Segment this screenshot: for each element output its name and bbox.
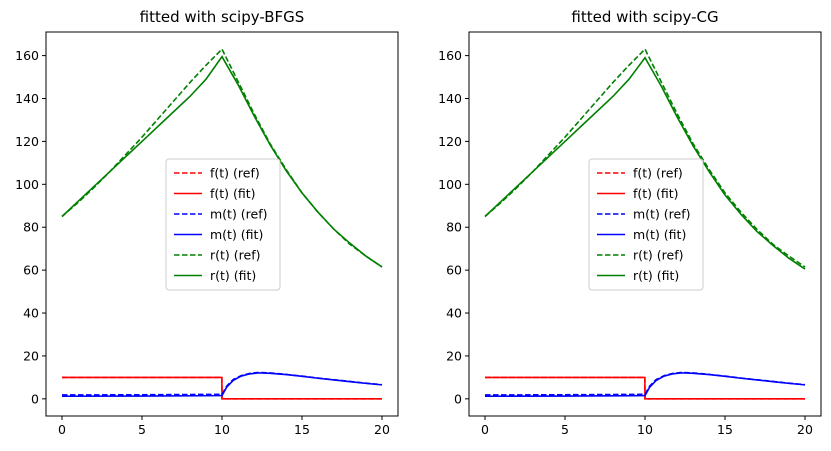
legend-label: f(t) (ref) [210,166,260,181]
x-tick-label: 5 [138,422,146,437]
chart-panel-cg: fitted with scipy-CG 0 5 10 15 20 0 20 40 60 80 10… [438,8,822,437]
ticks-layer: 0 5 10 15 20 0 20 40 60 80 100 120 140 160 [438,48,813,437]
legend-label: f(t) (fit) [633,186,679,201]
y-tick-label: 80 [23,220,39,235]
legend-frame [165,158,281,291]
legend-label: m(t) (ref) [210,207,268,222]
series-line-f-t-fit [485,376,805,400]
y-tick-label: 40 [446,306,462,321]
legend-label: f(t) (fit) [210,186,256,201]
legend-label: r(t) (ref) [210,248,260,263]
y-tick-label: 0 [31,391,39,406]
y-tick-label: 80 [446,220,462,235]
chart-title: fitted with scipy-BFGS [140,8,305,26]
series-line-m-t-fit [61,372,383,398]
x-tick-label: 0 [481,422,489,437]
x-tick-label: 10 [637,422,653,437]
y-tick-label: 60 [23,263,39,278]
series-line-f-t-fit [62,376,382,400]
legend-label: m(t) (fit) [633,227,686,242]
legend-label: m(t) (ref) [633,207,691,222]
chart-panel-bfgs: fitted with scipy-BFGS 0 5 10 15 20 0 20 40 60 80… [15,8,399,437]
legend-frame [588,158,704,291]
y-tick-label: 100 [15,177,39,192]
chart-title: fitted with scipy-CG [571,8,718,26]
y-tick-label: 120 [438,134,462,149]
x-tick-label: 5 [561,422,569,437]
series-layer [484,47,806,400]
y-tick-label: 160 [438,48,462,63]
series-line-r-t-fit [484,56,806,270]
y-tick-label: 120 [15,134,39,149]
legend-label: r(t) (ref) [633,248,683,263]
x-tick-label: 15 [294,422,310,437]
y-tick-label: 0 [454,391,462,406]
x-tick-label: 15 [717,422,733,437]
y-tick-label: 160 [15,48,39,63]
x-tick-label: 20 [374,422,390,437]
series-layer [61,47,383,400]
y-tick-label: 60 [446,263,462,278]
legend-label: m(t) (fit) [210,227,263,242]
x-tick-label: 10 [214,422,230,437]
x-tick-label: 0 [58,422,66,437]
legend-label: f(t) (ref) [633,166,683,181]
y-tick-label: 20 [23,348,39,363]
ticks-layer: 0 5 10 15 20 0 20 40 60 80 100 120 140 160 [15,48,390,437]
legend: f(t) (ref) f(t) (fit) m(t) (ref) m(t) (fit)… [588,158,704,291]
x-tick-label: 20 [797,422,813,437]
series-line-r-t-fit [61,55,383,268]
y-tick-label: 140 [15,91,39,106]
y-tick-label: 140 [438,91,462,106]
series-line-m-t-fit [484,372,806,398]
y-tick-label: 40 [23,306,39,321]
legend-label: r(t) (fit) [633,268,679,283]
y-tick-label: 100 [438,177,462,192]
legend: f(t) (ref) f(t) (fit) m(t) (ref) m(t) (fit)… [165,158,281,291]
y-tick-label: 20 [446,348,462,363]
legend-label: r(t) (fit) [210,268,256,283]
